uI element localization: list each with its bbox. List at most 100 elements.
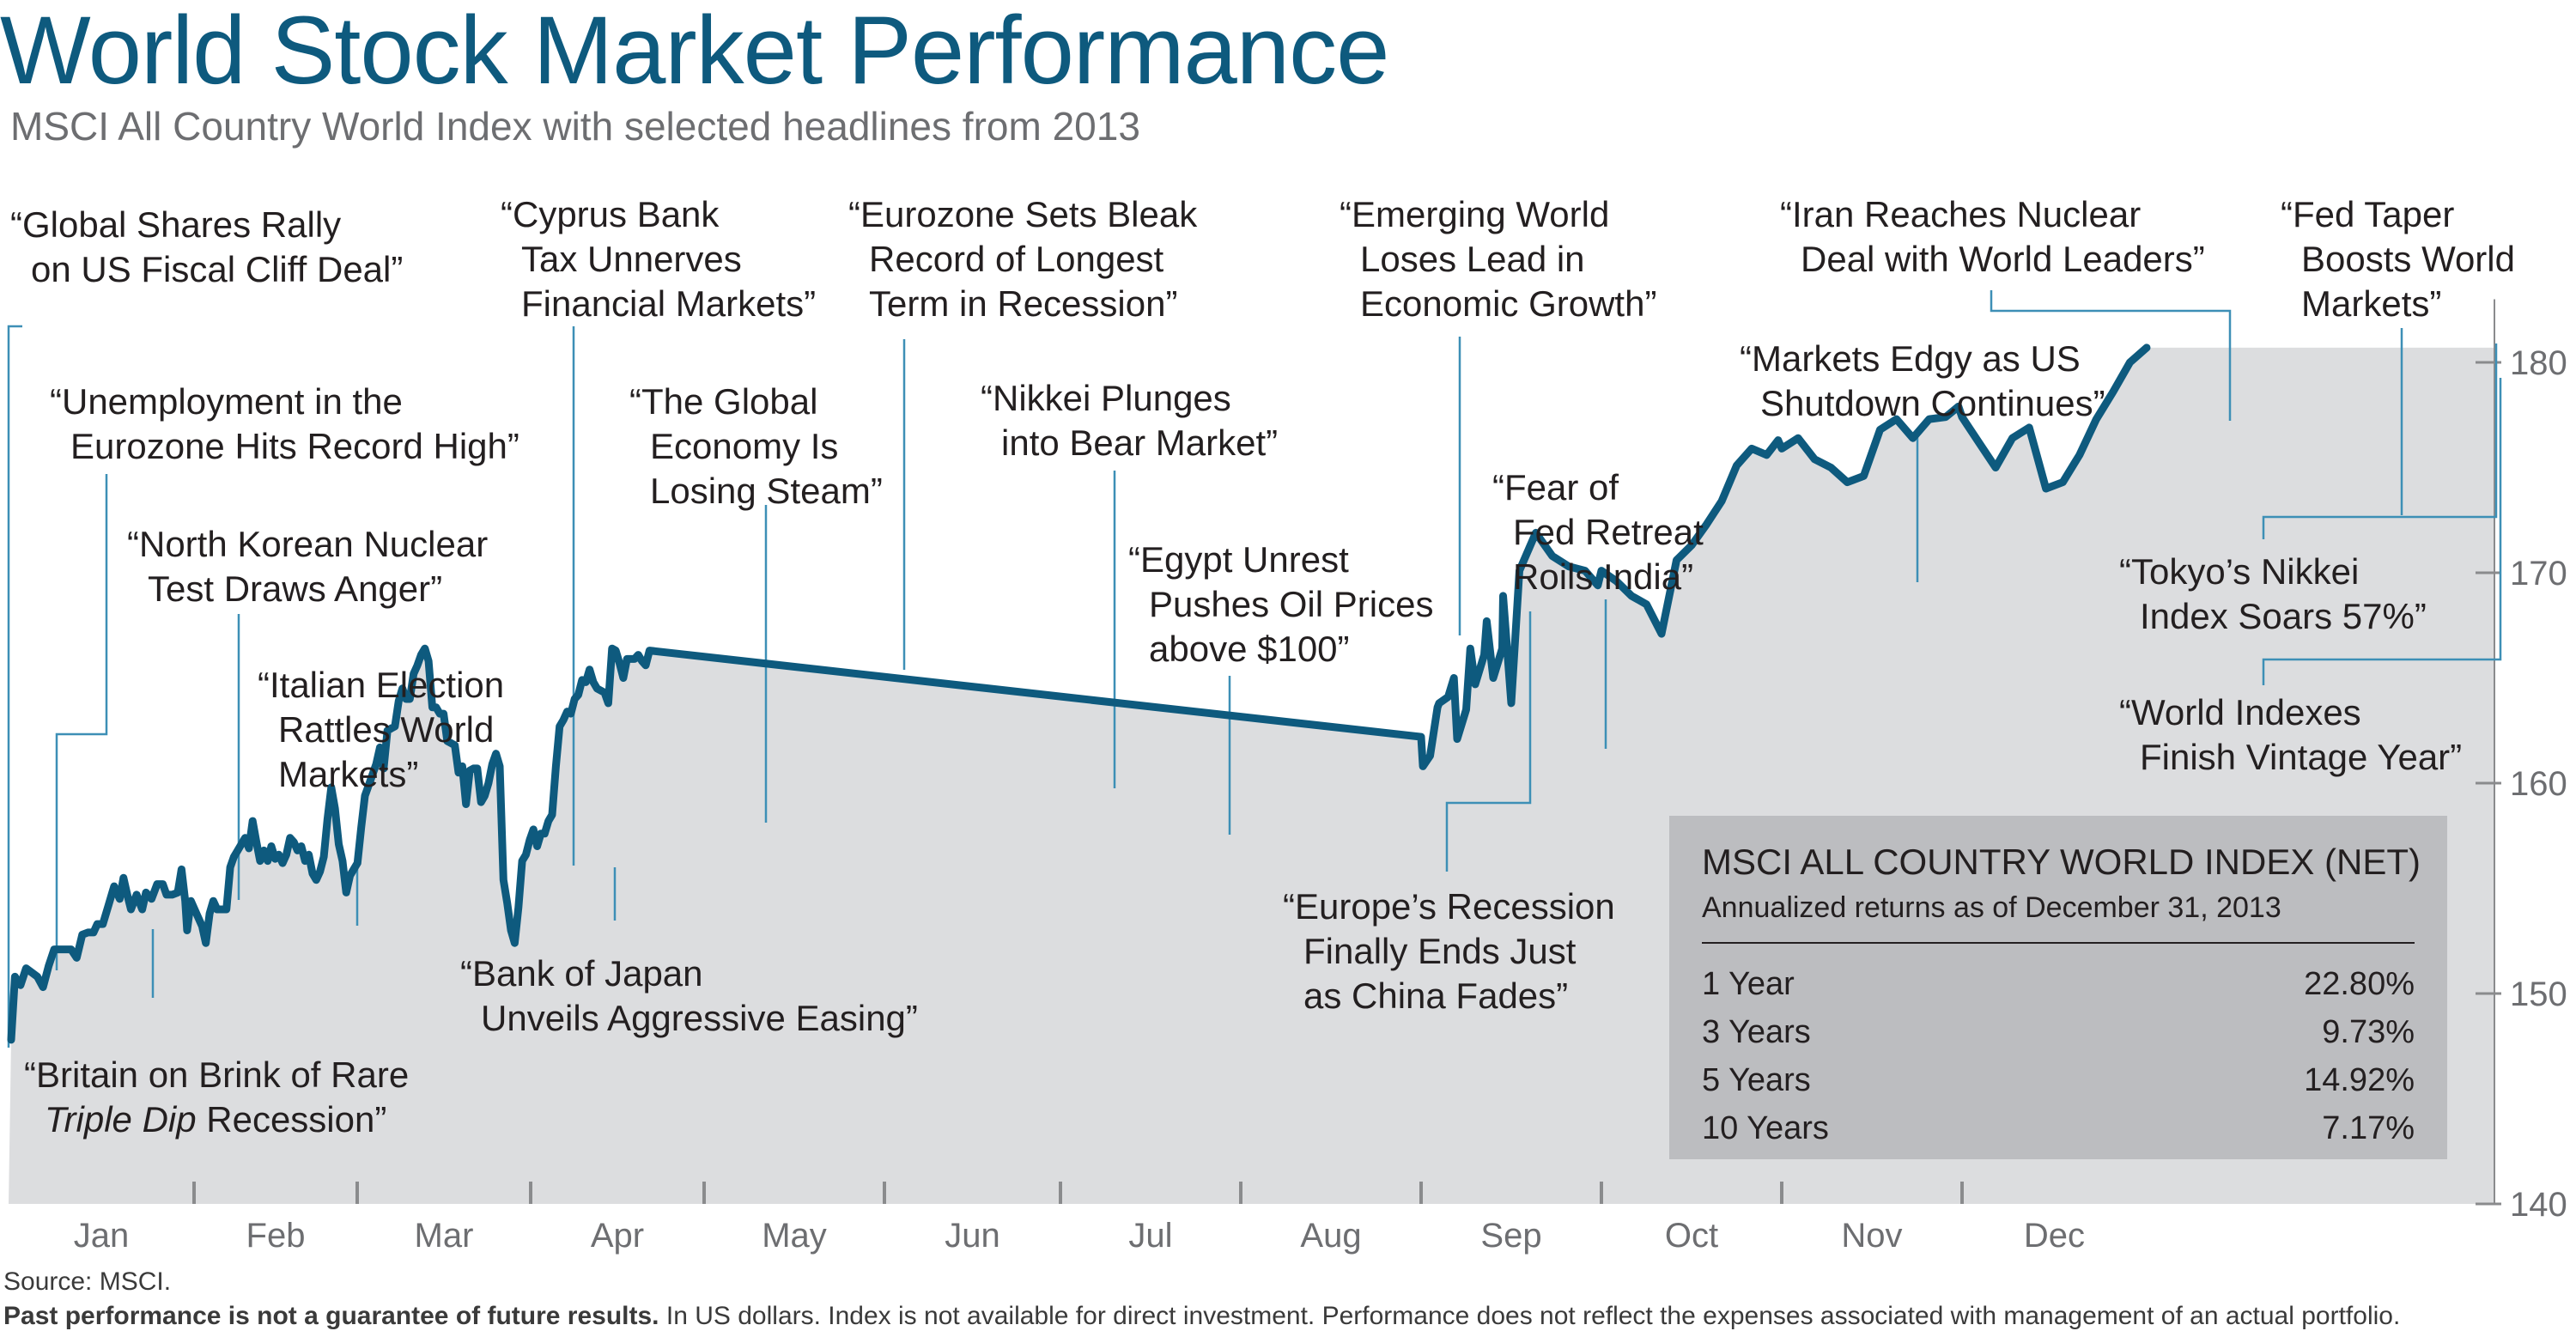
headline-line: “Bank of Japan [460, 953, 703, 994]
x-tick-label-jun: Jun [945, 1217, 1000, 1255]
headline-line: Finally Ends Just [1303, 931, 1577, 971]
headline-line: “Fed Taper [2281, 194, 2454, 234]
headline-line: Fed Retreat [1513, 512, 1704, 552]
headline-line: “Emerging World [1340, 194, 1609, 234]
y-tick-label-170: 170 [2510, 555, 2567, 593]
headline-line: on US Fiscal Cliff Deal” [31, 249, 403, 289]
leader-line-global-shares [7, 325, 22, 1048]
x-tick-label-mar: Mar [415, 1217, 474, 1255]
headline-europe-recession: “Europe’s Recession Finally Ends Just as C… [1283, 886, 1615, 1016]
returns-period: 3 Years [1702, 1014, 1811, 1050]
headline-line: “Italian Election [258, 665, 504, 705]
x-tick-label-may: May [762, 1217, 827, 1255]
headline-line: Test Draws Anger” [148, 568, 442, 609]
returns-period: 1 Year [1702, 966, 1795, 1002]
headline-britain: “Britain on Brink of Rare Triple Dip Rece… [24, 1054, 409, 1140]
headline-line: into Bear Market” [1001, 422, 1278, 463]
headline-line: Pushes Oil Prices [1149, 584, 1433, 624]
headline-line: “Cyprus Bank [501, 194, 720, 234]
returns-period: 10 Years [1702, 1110, 1829, 1146]
index-line [7, 343, 2151, 1044]
headline-nikkei-plunges: “Nikkei Plunges into Bear Market” [981, 378, 1278, 463]
returns-value: 22.80% [2304, 966, 2415, 1002]
headline-line: “World Indexes [2119, 692, 2361, 732]
headline-north-korea: “North Korean Nuclear Test Draws Anger” [127, 524, 488, 609]
headline-iran: “Iran Reaches Nuclear Deal with World Lea… [1780, 194, 2205, 279]
headline-line: “Egypt Unrest [1128, 539, 1349, 580]
headline-eurozone-bleak: “Eurozone Sets Bleak Record of Longest Ter… [848, 194, 1198, 324]
returns-box-title: MSCI ALL COUNTRY WORLD INDEX (NET) [1702, 842, 2421, 882]
x-tick-label-apr: Apr [591, 1217, 644, 1255]
returns-value: 7.17% [2322, 1110, 2415, 1146]
headline-line: Loses Lead in [1360, 239, 1585, 279]
leader-line-iran [1990, 290, 2232, 421]
headline-line: Rattles World [278, 709, 494, 750]
headline-line: Record of Longest [869, 239, 1164, 279]
returns-value: 14.92% [2304, 1062, 2415, 1098]
x-tick-label-aug: Aug [1300, 1217, 1361, 1255]
headline-line: “Nikkei Plunges [981, 378, 1231, 418]
headline-cyprus: “Cyprus Bank Tax Unnerves Financial Market… [501, 194, 816, 324]
headline-line: Deal with World Leaders” [1801, 239, 2205, 279]
headline-emerging-world: “Emerging World Loses Lead in Economic Gro… [1340, 194, 1656, 324]
headline-line: Losing Steam” [650, 471, 883, 511]
headline-line: “Iran Reaches Nuclear [1780, 194, 2141, 234]
leader-line-unemployment [55, 474, 108, 970]
leader-line-fed-retreat [1445, 611, 1532, 872]
headline-line: “Markets Edgy as US [1740, 338, 2081, 379]
headline-global-economy: “The Global Economy Is Losing Steam” [629, 381, 883, 511]
headline-line: Shutdown Continues” [1760, 383, 2105, 423]
y-tick-label-160: 160 [2510, 765, 2567, 803]
headline-rest: Recession” [197, 1099, 387, 1140]
returns-period: 5 Years [1702, 1062, 1811, 1098]
headline-egypt: “Egypt Unrest Pushes Oil Prices above $100… [1128, 539, 1433, 669]
headline-line: Markets” [2301, 283, 2441, 324]
headline-line: “Global Shares Rally [10, 204, 341, 245]
headline-line: Eurozone Hits Record High” [70, 426, 519, 466]
chart-title: World Stock Market Performance [0, 0, 1389, 104]
headline-line: “Europe’s Recession [1283, 886, 1615, 927]
headline-us-shutdown: “Markets Edgy as US Shutdown Continues” [1740, 338, 2105, 423]
source-note: Source: MSCI. [3, 1267, 172, 1296]
headline-fed-retreat: “Fear of Fed Retreat Roils India” [1492, 467, 1704, 597]
y-tick-label-150: 150 [2510, 975, 2567, 1013]
x-tick-label-jul: Jul [1128, 1217, 1172, 1255]
disclaimer: Past performance is not a guarantee of f… [3, 1302, 2400, 1331]
headline-line: Boosts World [2301, 239, 2515, 279]
headline-line: Finish Vintage Year” [2140, 737, 2462, 777]
headline-fed-taper: “Fed Taper Boosts World Markets” [2281, 194, 2515, 324]
disclaimer-text: In US dollars. Index is not available fo… [665, 1302, 2401, 1330]
leader-line-tokyo-nikkei [2262, 343, 2498, 539]
headline-italic: Triple Dip [45, 1099, 197, 1140]
headline-line: Financial Markets” [521, 283, 816, 324]
x-tick-label-feb: Feb [246, 1217, 306, 1255]
headline-line: Index Soars 57%” [2140, 596, 2427, 636]
headline-line: “The Global [629, 381, 817, 422]
headline-line: Tax Unnerves [521, 239, 742, 279]
headline-unemployment: “Unemployment in the Eurozone Hits Record… [50, 381, 519, 466]
disclaimer-bold: Past performance is not a guarantee of f… [3, 1302, 659, 1330]
headline-line: “North Korean Nuclear [127, 524, 488, 564]
headline-global-shares: “Global Shares Rally on US Fiscal Cliff D… [10, 204, 403, 289]
headline-line: “Fear of [1492, 467, 1619, 507]
headline-line: “Tokyo’s Nikkei [2119, 551, 2359, 592]
headline-line: Roils India” [1513, 556, 1693, 597]
headline-line: “Unemployment in the [50, 381, 403, 422]
x-tick-label-dec: Dec [2024, 1217, 2085, 1255]
chart-subtitle: MSCI All Country World Index with select… [10, 104, 1140, 149]
headline-italian-election: “Italian Election Rattles World Markets” [258, 665, 504, 794]
leader-line-world-indexes [2262, 378, 2502, 685]
headline-bank-of-japan: “Bank of Japan Unveils Aggressive Easing” [460, 953, 918, 1038]
headline-line: Term in Recession” [869, 283, 1177, 324]
x-tick-label-sep: Sep [1480, 1217, 1541, 1255]
x-tick-label-oct: Oct [1665, 1217, 1718, 1255]
headline-tokyo-nikkei: “Tokyo’s Nikkei Index Soars 57%” [2119, 551, 2427, 636]
x-tick-label-jan: Jan [74, 1217, 130, 1255]
headline-line: Economy Is [650, 426, 838, 466]
headline-line: Unveils Aggressive Easing” [481, 998, 918, 1038]
y-tick-label-140: 140 [2510, 1186, 2567, 1224]
headline-line: Markets” [278, 754, 418, 794]
headline-line: Economic Growth” [1360, 283, 1656, 324]
headline-line: “Britain on Brink of Rare [24, 1054, 409, 1095]
